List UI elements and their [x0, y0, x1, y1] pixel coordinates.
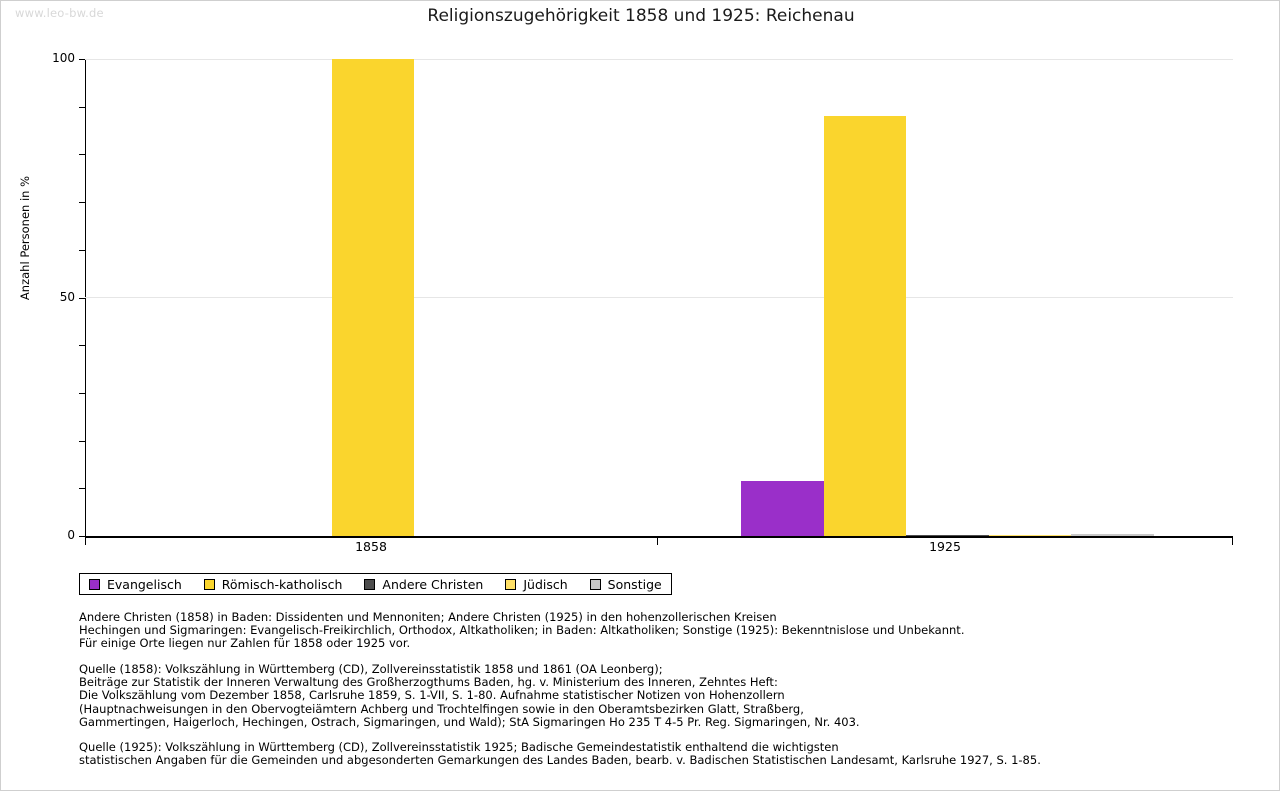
legend-swatch-icon — [589, 578, 601, 590]
legend-item-andere-christen[interactable]: Andere Christen — [364, 577, 483, 592]
y-tick-70 — [79, 202, 85, 204]
bar-1858-r-misch-katholisch[interactable] — [331, 59, 414, 536]
note-source-1925: Quelle (1925): Volkszählung in Württembe… — [79, 740, 1041, 768]
legend-item-label: Andere Christen — [382, 576, 484, 592]
y-tick-50 — [79, 297, 86, 299]
gridline-100 — [85, 59, 1233, 60]
y-tick-80 — [79, 154, 85, 156]
x-tick-middle — [657, 538, 658, 545]
legend-item-label: Sonstige — [607, 576, 662, 592]
legend-swatch-icon — [364, 578, 376, 590]
bar-1925-evangelisch[interactable] — [741, 480, 824, 536]
note-definitions-line-3: Für einige Orte liegen nur Zahlen für 18… — [79, 636, 411, 651]
note-source-1858-line-3: Die Volkszählung vom Dezember 1858, Carl… — [79, 688, 785, 703]
y-axis-title: Anzahl Personen in % — [18, 175, 32, 301]
bar-1925-andere-christen[interactable] — [906, 535, 989, 536]
y-tick-100 — [79, 59, 86, 60]
legend-item-label: Evangelisch — [107, 576, 182, 592]
legend-swatch-icon — [89, 578, 100, 590]
legend-item-label: Jüdisch — [523, 576, 568, 592]
note-definitions-line-1: Andere Christen (1858) in Baden: Disside… — [79, 610, 777, 624]
note-definitions-line-2: Hechingen und Sigmaringen: Evangelisch-F… — [79, 623, 965, 638]
x-tick-left — [85, 538, 86, 545]
y-axis-label-0: 0 — [67, 528, 75, 542]
legend-item-j-disch[interactable]: Jüdisch — [505, 576, 568, 592]
x-axis-line — [85, 536, 1233, 538]
x-tick-right — [1232, 538, 1233, 545]
bar-1925-j-disch[interactable] — [988, 535, 1071, 536]
legend: Evangelisch Römisch-katholisch Andere Chri… — [79, 573, 672, 595]
page-title: Religionszugehörigkeit 1858 und 1925: Re… — [427, 6, 855, 26]
y-tick-60 — [79, 249, 85, 251]
y-tick-0 — [79, 536, 86, 537]
plot-area — [85, 59, 1233, 536]
note-source-1858-line-4: (Hauptnachweisungen in den Obervogteiämt… — [79, 701, 804, 716]
note-source-1925-line-2: statistischen Angaben für die Gemeinden … — [79, 753, 1041, 768]
note-source-1858-line-2: Beiträge zur Statistik der Inneren Verwa… — [79, 675, 778, 690]
y-axis-label-100: 100 — [52, 51, 75, 65]
note-source-1925-line-1: Quelle (1925): Volkszählung in Württembe… — [79, 740, 839, 754]
note-source-1858-line-5: Gammertingen, Haigerloch, Hechingen, Ost… — [79, 714, 860, 729]
y-tick-90 — [79, 106, 85, 108]
note-source-1858-line-1: Quelle (1858): Volkszählung in Württembe… — [79, 662, 663, 676]
watermark-leo-bw: www.leo-bw.de — [15, 6, 104, 20]
note-source-1858: Quelle (1858): Volkszählung in Württembe… — [79, 662, 860, 729]
y-axis-label-50: 50 — [59, 289, 75, 304]
legend-item-sonstige[interactable]: Sonstige — [589, 576, 662, 592]
legend-item-evangelisch[interactable]: Evangelisch — [89, 577, 182, 592]
legend-item-r-misch-katholisch[interactable]: Römisch-katholisch — [203, 576, 343, 592]
gridline-50 — [85, 297, 1233, 298]
bar-1925-sonstige[interactable] — [1071, 534, 1154, 536]
y-tick-30 — [79, 392, 85, 394]
bar-1925-r-misch-katholisch[interactable] — [823, 116, 906, 536]
x-label-1858: 1858 — [355, 539, 387, 554]
legend-swatch-icon — [505, 578, 517, 590]
x-label-1925: 1925 — [929, 539, 961, 554]
y-tick-10 — [79, 488, 85, 490]
legend-swatch-icon — [203, 578, 215, 590]
legend-item-label: Römisch-katholisch — [221, 576, 343, 592]
y-tick-20 — [79, 440, 85, 442]
note-definitions: Andere Christen (1858) in Baden: Disside… — [79, 610, 965, 651]
y-tick-40 — [79, 345, 85, 347]
